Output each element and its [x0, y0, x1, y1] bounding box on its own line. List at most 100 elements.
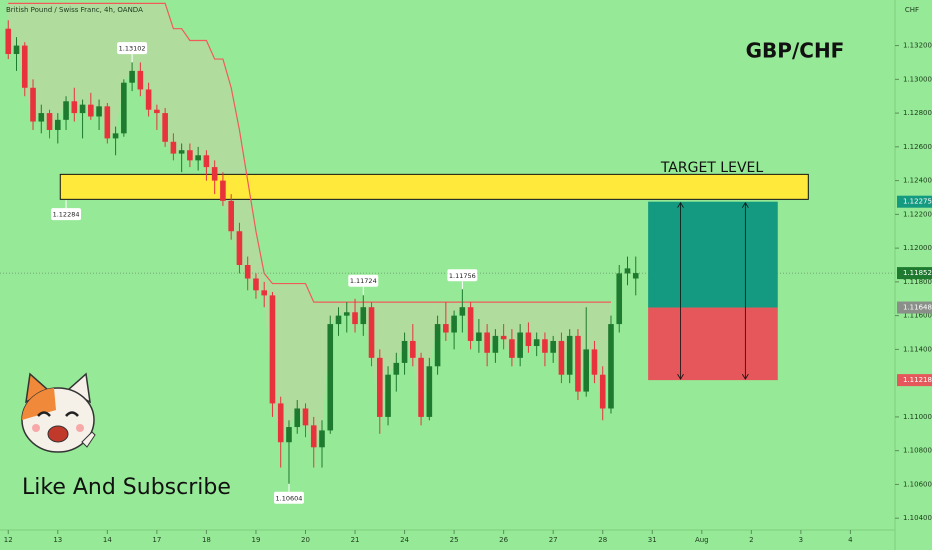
candle-body: [467, 307, 474, 341]
candle-body: [195, 155, 201, 161]
candle-body: [294, 408, 301, 428]
price-badge: [897, 267, 932, 280]
annotation-box: [273, 491, 304, 504]
arrow-head: [677, 201, 684, 208]
candle-body: [517, 332, 523, 358]
candle-body: [129, 70, 135, 83]
candle-body: [393, 362, 400, 375]
candle-body: [443, 324, 449, 333]
candle-body: [566, 335, 573, 375]
candle-body: [170, 141, 177, 154]
price-badge-label: 1.11852: [903, 269, 932, 277]
candle-body: [236, 231, 243, 265]
candle-body: [310, 425, 317, 448]
candle-body: [434, 324, 441, 367]
mascot: [21, 372, 96, 453]
price-badge-label: 1.11648: [903, 304, 932, 312]
y-tick-label: 1.12400: [903, 177, 932, 185]
candle-body: [5, 28, 12, 55]
x-tick-label: 25: [450, 536, 459, 544]
annotation-box: [348, 274, 379, 287]
candle-body: [616, 273, 623, 325]
candle-body: [500, 335, 507, 340]
candle-body: [352, 312, 358, 325]
x-tick-label: 18: [202, 536, 211, 544]
x-tick-label: 28: [598, 536, 607, 544]
annotation-label: 1.11724: [350, 277, 377, 285]
subscribe-text: Like And Subscribe: [22, 475, 231, 500]
candle-body: [575, 335, 581, 392]
candle-body: [525, 332, 532, 347]
candle-body: [30, 87, 36, 122]
candle-body: [269, 295, 276, 404]
candle-body: [401, 340, 408, 363]
position-risk: [648, 307, 778, 381]
candle-body: [54, 119, 61, 130]
candle-body: [154, 109, 160, 114]
candle-body: [178, 150, 185, 154]
annotation-box: [117, 42, 148, 55]
stop-line: [8, 2, 611, 303]
candle-body: [162, 113, 168, 142]
candle-body: [343, 312, 350, 316]
candle-body: [632, 273, 639, 279]
y-tick-label: 1.10600: [903, 480, 932, 488]
x-tick-label: Aug: [695, 536, 709, 544]
position-target: [648, 201, 778, 308]
x-tick-label: 27: [549, 536, 558, 544]
candle-body: [228, 200, 234, 232]
price-badge: [897, 301, 932, 314]
candle-body: [492, 335, 499, 353]
currency: CHF: [905, 6, 919, 14]
candle-body: [418, 357, 424, 417]
candle-body: [220, 180, 226, 201]
y-tick-label: 1.11000: [903, 413, 932, 421]
candle-body: [63, 101, 69, 120]
y-tick-label: 1.10800: [903, 447, 932, 455]
y-tick-label: 1.11600: [903, 312, 932, 320]
candle-body: [335, 315, 342, 325]
candle-body: [302, 408, 309, 426]
annotation-label: 1.11756: [449, 272, 476, 280]
candle-body: [583, 349, 590, 392]
x-tick-label: 14: [103, 536, 112, 544]
candle-body: [327, 324, 334, 431]
annotation-box: [447, 269, 478, 282]
candle-body: [451, 315, 457, 333]
candle-body: [542, 339, 548, 353]
candle-body: [79, 104, 86, 114]
x-tick-label: 20: [301, 536, 310, 544]
annotation-label: 1.10604: [276, 494, 303, 502]
candle-body: [533, 339, 540, 347]
candle-body: [459, 307, 466, 316]
y-tick-label: 1.12000: [903, 244, 932, 252]
candle-body: [286, 427, 292, 443]
x-tick-label: 13: [53, 536, 62, 544]
y-tick-label: 1.12200: [903, 210, 932, 218]
candle-body: [558, 340, 565, 375]
candle-body: [112, 133, 119, 139]
candle-body: [277, 403, 284, 443]
x-tick-label: 12: [4, 536, 13, 544]
zone-label: TARGET LEVEL: [660, 160, 764, 176]
candle-body: [13, 45, 20, 55]
annotation-box: [51, 208, 82, 221]
candle-body: [253, 278, 259, 291]
annotation-label: 1.13102: [119, 45, 146, 53]
x-tick-label: 17: [152, 536, 161, 544]
target-zone: [59, 173, 809, 200]
price-badge-label: 1.12275: [903, 198, 932, 206]
x-tick-label: 4: [848, 536, 853, 544]
candle-body: [38, 113, 45, 122]
candle-body: [104, 106, 111, 139]
candle-body: [591, 349, 598, 375]
candle-body: [550, 340, 556, 353]
stop-band: [8, 3, 611, 448]
candle-body: [145, 89, 152, 110]
candle-body: [319, 430, 325, 448]
candle-body: [261, 290, 268, 296]
candle-body: [410, 340, 416, 358]
arrow-head: [742, 201, 749, 208]
y-tick-label: 1.11800: [903, 278, 932, 286]
